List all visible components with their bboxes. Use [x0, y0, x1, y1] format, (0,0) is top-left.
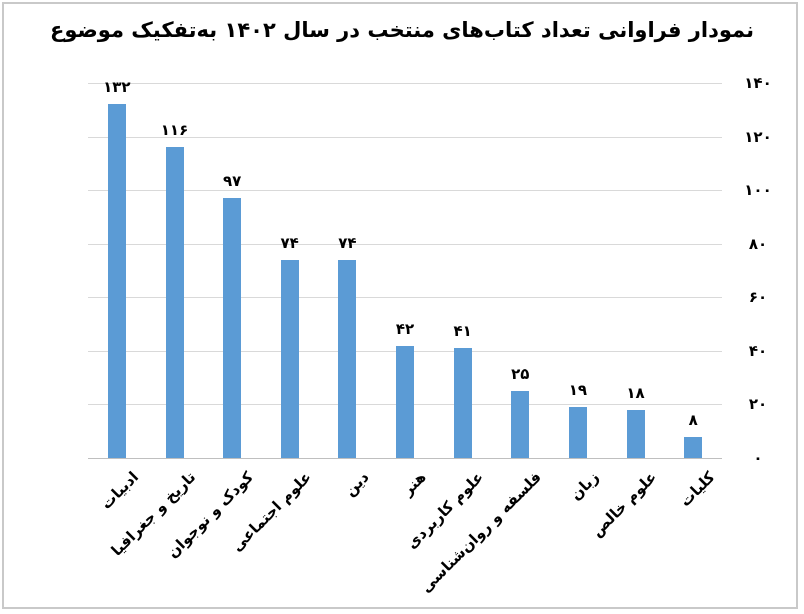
bar	[511, 391, 530, 458]
gridline	[88, 243, 722, 245]
bar	[626, 409, 645, 458]
bar-value-label: ۱۸	[626, 383, 645, 402]
bar-value-label: ۷۴	[338, 233, 357, 252]
y-tick-label: ۱۰۰	[744, 181, 772, 200]
y-tick-label: ۴۰	[748, 341, 768, 360]
x-axis-line	[88, 458, 722, 459]
y-tick-label: ۸۰	[748, 234, 768, 253]
x-category-label: دین	[340, 468, 373, 500]
y-tick-label: ۱۴۰	[744, 74, 772, 92]
bar	[165, 147, 184, 458]
bar	[223, 198, 242, 458]
bar-value-label: ۱۹	[568, 381, 588, 400]
bar	[568, 407, 587, 458]
x-category-label: کلیات	[675, 468, 718, 511]
y-tick-label: ۱۲۰	[744, 127, 772, 146]
bar-value-label: ۲۵	[511, 365, 530, 383]
y-tick-label: ۰	[753, 449, 763, 467]
gridline	[88, 297, 722, 299]
bar	[338, 259, 357, 458]
y-tick-label: ۲۰	[748, 395, 768, 414]
bar-value-label: ۸	[688, 410, 698, 429]
bar-value-label: ۹۷	[222, 172, 242, 191]
chart-title: نمودار فراوانی تعداد کتاب‌های منتخب در س…	[49, 18, 754, 42]
x-category-label: زبان	[566, 468, 603, 504]
gridline	[88, 190, 722, 192]
y-tick-label: ۶۰	[748, 288, 768, 307]
gridline	[88, 83, 722, 84]
bar-value-label: ۴۲	[395, 319, 415, 338]
bar-value-label: ۷۴	[280, 233, 299, 252]
x-category-label: ادبیات	[96, 468, 142, 513]
x-category-label: هنر	[398, 468, 430, 500]
bar-value-label: ۱۳۲	[103, 78, 131, 97]
bar	[280, 259, 299, 458]
bar-value-label: ۱۱۶	[160, 121, 189, 140]
bar	[396, 345, 414, 458]
bar	[107, 104, 126, 458]
bar	[453, 348, 472, 458]
gridline	[88, 136, 722, 138]
bar	[684, 436, 703, 458]
bar-value-label: ۴۱	[453, 322, 472, 341]
